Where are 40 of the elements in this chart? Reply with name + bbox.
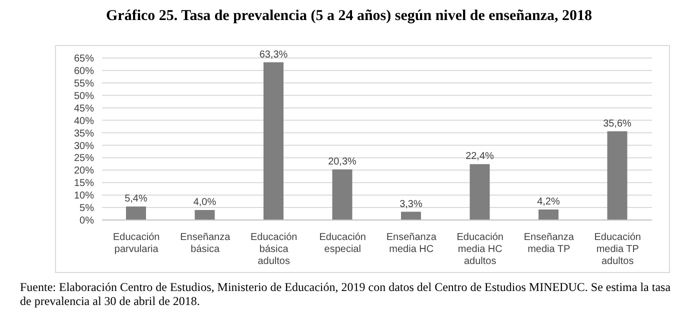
y-tick-label: 0% — [80, 216, 94, 227]
bar — [264, 62, 284, 220]
x-tick-label: Educación media TP adultos — [594, 232, 641, 267]
x-tick-label: Educación media HC adultos — [456, 232, 504, 267]
x-tick-label: Educación parvularia — [113, 232, 160, 255]
data-label: 4,0% — [193, 197, 216, 208]
source-note: Fuente: Elaboración Centro de Estudios, Ministerio de Educación, 2019 con datos del Centro de Estudios MINEDUC. Se estima la tasa de prevalencia al 30 de abril de 2018. — [20, 280, 672, 308]
y-tick-label: 25% — [74, 153, 94, 164]
y-tick-label: 20% — [74, 166, 94, 177]
y-tick-label: 65% — [74, 54, 94, 65]
data-label: 5,4% — [124, 194, 148, 205]
y-tick-label: 10% — [74, 190, 94, 202]
y-tick-label: 45% — [74, 103, 94, 114]
bar — [194, 210, 215, 220]
y-tick-label: 50% — [74, 90, 94, 102]
bar — [401, 212, 421, 220]
data-label: 3,3% — [400, 198, 423, 210]
y-tick-label: 30% — [74, 140, 94, 152]
x-tick-label: Enseñanza básica — [180, 232, 231, 255]
y-tick-label: 5% — [80, 203, 94, 214]
x-tick-label: Educación básica adultos — [250, 232, 298, 267]
data-label: 4,2% — [537, 196, 560, 208]
x-tick-label: Educación especial — [319, 232, 366, 255]
y-tick-label: 40% — [74, 116, 94, 127]
data-label: 35,6% — [603, 118, 632, 130]
data-label: 20,3% — [328, 156, 357, 168]
bar — [332, 169, 352, 220]
chart-title: Gráfico 25. Tasa de prevalencia (5 a 24 años) según nivel de enseñanza, 2018 — [105, 8, 593, 25]
y-tick-label: 35% — [74, 128, 94, 140]
bar — [538, 210, 558, 220]
y-tick-label: 60% — [74, 66, 94, 78]
bar — [607, 131, 628, 220]
y-tick-label: 55% — [74, 78, 94, 90]
bar — [470, 164, 490, 220]
bar — [126, 206, 146, 220]
x-tick-label: Enseñanza media HC — [386, 232, 437, 255]
y-tick-label: 15% — [74, 178, 94, 190]
x-tick-label: Enseñanza media TP — [524, 232, 574, 255]
data-label: 63,3% — [259, 49, 288, 60]
data-label: 22,4% — [466, 151, 494, 162]
